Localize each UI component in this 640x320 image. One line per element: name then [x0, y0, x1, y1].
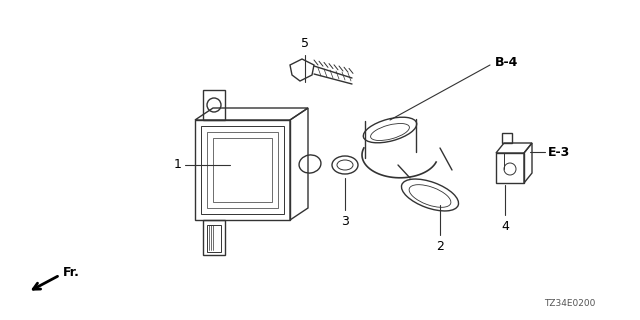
Text: Fr.: Fr. [63, 266, 80, 278]
Text: TZ34E0200: TZ34E0200 [543, 299, 595, 308]
Text: 4: 4 [501, 220, 509, 233]
Text: E-3: E-3 [548, 146, 570, 158]
Text: 3: 3 [341, 215, 349, 228]
Text: 1: 1 [174, 158, 182, 172]
Text: 5: 5 [301, 37, 309, 50]
Text: B-4: B-4 [495, 57, 518, 69]
Text: 2: 2 [436, 240, 444, 253]
